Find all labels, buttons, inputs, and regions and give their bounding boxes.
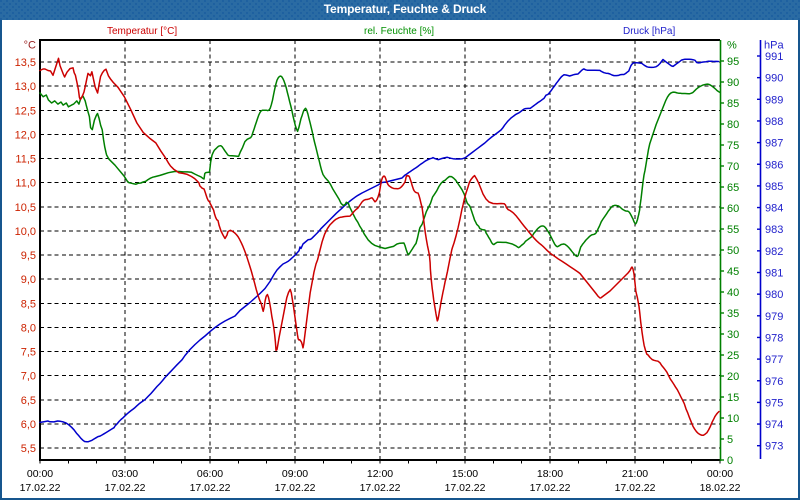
svg-text:17.02.22: 17.02.22 bbox=[190, 482, 231, 494]
svg-text:11,0: 11,0 bbox=[15, 178, 36, 190]
svg-text:8,0: 8,0 bbox=[21, 322, 36, 334]
svg-text:21:00: 21:00 bbox=[622, 468, 648, 480]
svg-text:90: 90 bbox=[727, 77, 739, 89]
svg-text:50: 50 bbox=[727, 245, 739, 257]
svg-text:18:00: 18:00 bbox=[537, 468, 563, 480]
svg-text:987: 987 bbox=[765, 138, 783, 150]
svg-text:977: 977 bbox=[765, 354, 783, 366]
svg-text:25: 25 bbox=[727, 350, 739, 362]
svg-text:17.02.22: 17.02.22 bbox=[360, 482, 401, 494]
svg-text:17.02.22: 17.02.22 bbox=[530, 482, 571, 494]
svg-text:20: 20 bbox=[727, 371, 739, 383]
svg-text:%: % bbox=[727, 40, 737, 52]
svg-text:65: 65 bbox=[727, 182, 739, 194]
svg-text:8,5: 8,5 bbox=[21, 298, 36, 310]
svg-text:982: 982 bbox=[765, 246, 783, 258]
svg-text:6,5: 6,5 bbox=[21, 395, 36, 407]
svg-text:17.02.22: 17.02.22 bbox=[105, 482, 146, 494]
svg-text:10,5: 10,5 bbox=[15, 202, 36, 214]
svg-text:990: 990 bbox=[765, 73, 783, 85]
svg-text:17.02.22: 17.02.22 bbox=[445, 482, 486, 494]
svg-text:85: 85 bbox=[727, 98, 739, 110]
svg-text:981: 981 bbox=[765, 268, 783, 280]
svg-text:9,5: 9,5 bbox=[21, 250, 36, 262]
svg-text:°C: °C bbox=[24, 40, 36, 52]
svg-text:984: 984 bbox=[765, 203, 783, 215]
svg-text:11,5: 11,5 bbox=[15, 154, 36, 166]
svg-text:13,5: 13,5 bbox=[15, 57, 36, 69]
svg-text:10: 10 bbox=[727, 413, 739, 425]
svg-text:7,5: 7,5 bbox=[21, 347, 36, 359]
svg-text:978: 978 bbox=[765, 332, 783, 344]
svg-text:5: 5 bbox=[727, 434, 733, 446]
svg-text:30: 30 bbox=[727, 329, 739, 341]
svg-text:40: 40 bbox=[727, 287, 739, 299]
svg-text:974: 974 bbox=[765, 419, 783, 431]
svg-text:55: 55 bbox=[727, 224, 739, 236]
svg-text:17.02.22: 17.02.22 bbox=[615, 482, 656, 494]
svg-text:975: 975 bbox=[765, 397, 783, 409]
svg-text:979: 979 bbox=[765, 311, 783, 323]
svg-text:03:00: 03:00 bbox=[112, 468, 138, 480]
svg-text:18.02.22: 18.02.22 bbox=[700, 482, 741, 494]
svg-text:988: 988 bbox=[765, 116, 783, 128]
svg-text:15: 15 bbox=[727, 392, 739, 404]
svg-text:985: 985 bbox=[765, 181, 783, 193]
svg-text:60: 60 bbox=[727, 203, 739, 215]
svg-text:17.02.22: 17.02.22 bbox=[20, 482, 61, 494]
svg-text:983: 983 bbox=[765, 224, 783, 236]
svg-text:70: 70 bbox=[727, 161, 739, 173]
svg-text:12,0: 12,0 bbox=[15, 129, 36, 141]
svg-text:45: 45 bbox=[727, 266, 739, 278]
svg-text:5,5: 5,5 bbox=[21, 443, 36, 455]
svg-text:989: 989 bbox=[765, 94, 783, 106]
svg-text:980: 980 bbox=[765, 289, 783, 301]
svg-text:80: 80 bbox=[727, 119, 739, 131]
svg-text:7,0: 7,0 bbox=[21, 371, 36, 383]
svg-text:09:00: 09:00 bbox=[282, 468, 308, 480]
svg-text:12,5: 12,5 bbox=[15, 105, 36, 117]
svg-text:00:00: 00:00 bbox=[707, 468, 733, 480]
svg-text:12:00: 12:00 bbox=[367, 468, 393, 480]
svg-text:15:00: 15:00 bbox=[452, 468, 478, 480]
svg-text:10,0: 10,0 bbox=[15, 226, 36, 238]
svg-text:35: 35 bbox=[727, 308, 739, 320]
svg-text:0: 0 bbox=[727, 455, 733, 467]
svg-text:976: 976 bbox=[765, 376, 783, 388]
svg-text:06:00: 06:00 bbox=[197, 468, 223, 480]
svg-text:75: 75 bbox=[727, 140, 739, 152]
svg-text:6,0: 6,0 bbox=[21, 419, 36, 431]
svg-text:986: 986 bbox=[765, 159, 783, 171]
svg-text:hPa: hPa bbox=[764, 40, 784, 52]
svg-text:00:00: 00:00 bbox=[27, 468, 53, 480]
svg-text:9,0: 9,0 bbox=[21, 274, 36, 286]
svg-text:17.02.22: 17.02.22 bbox=[275, 482, 316, 494]
svg-text:13,0: 13,0 bbox=[15, 81, 36, 93]
svg-text:973: 973 bbox=[765, 441, 783, 453]
svg-text:991: 991 bbox=[765, 51, 783, 63]
svg-text:95: 95 bbox=[727, 56, 739, 68]
